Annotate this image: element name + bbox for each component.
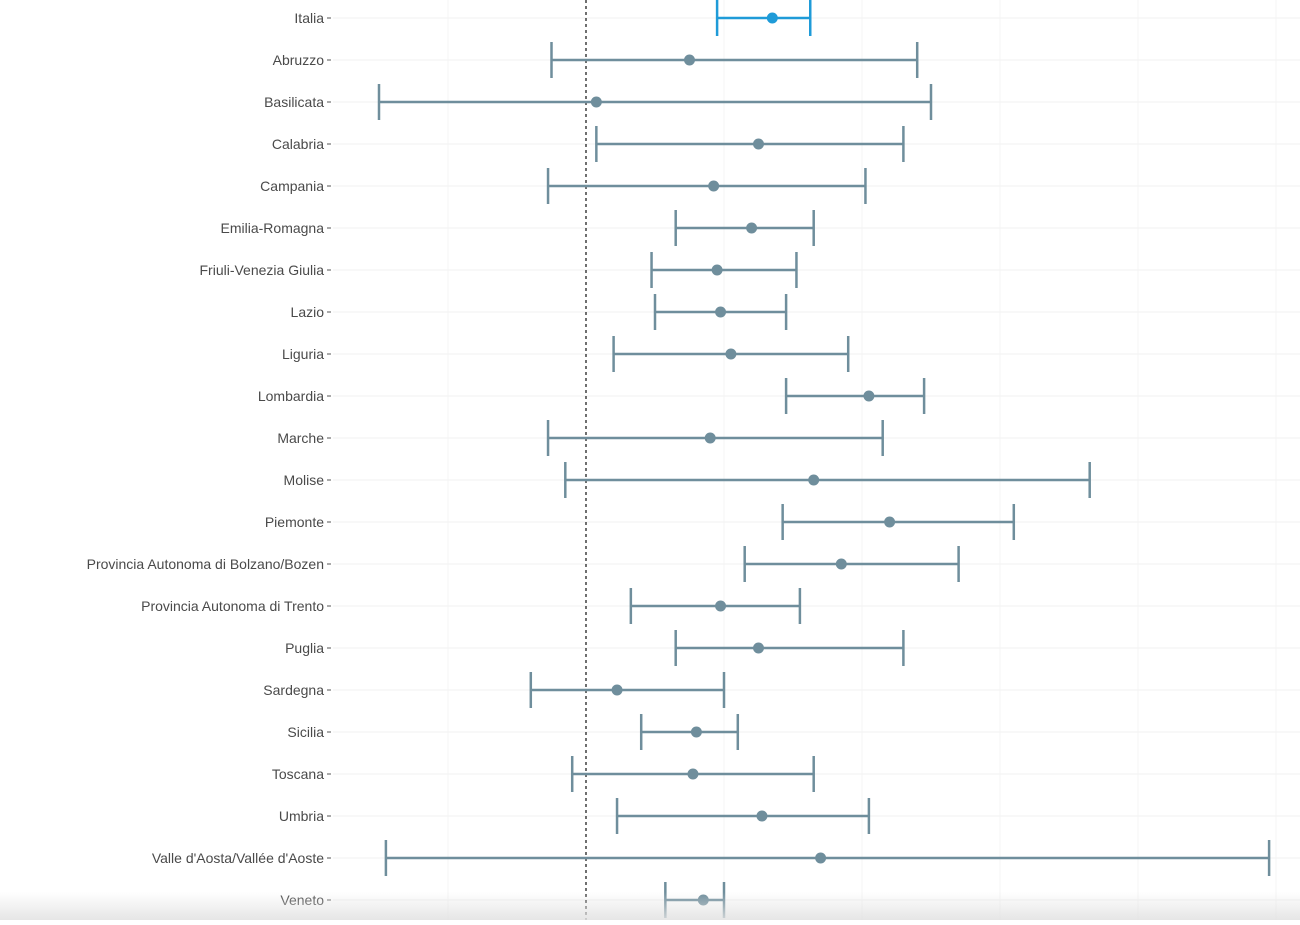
tick-label: Piemonte [265,514,324,530]
point-estimate [684,54,695,66]
tick-label: Toscana [272,766,324,782]
tick-label: Friuli-Venezia Giulia [200,262,325,278]
point-estimate [715,306,727,318]
tick-label: Molise [284,472,325,488]
error-bar [650,252,798,288]
point-estimate [711,264,723,276]
error-bar [781,504,1016,540]
point-estimate [808,474,820,486]
point-estimate [704,432,716,444]
tick-label: Italia [294,10,324,26]
point-estimate [756,810,768,822]
tick-label: Lazio [291,304,325,320]
tick-label: Basilicata [264,94,324,110]
point-estimate [746,222,758,234]
error-bar [546,168,867,204]
tick-label: Umbria [279,808,324,824]
point-estimate [687,768,699,780]
error-bar [595,126,905,162]
point-estimate [590,96,602,108]
error-bar [615,798,871,834]
point-estimate [753,642,764,654]
tick-label: Lombardia [258,388,324,404]
error-bar [674,210,815,246]
point-estimate [611,684,623,696]
error-bar [529,672,726,708]
error-bar [674,630,905,666]
y-axis-labels: Italia Abruzzo Basilicata Calabria Campania E… [87,10,331,908]
tick-label: Puglia [285,640,324,656]
error-bar [612,336,850,372]
error-bar [546,420,884,456]
error-bar [384,840,1271,876]
error-bar [550,42,919,78]
tick-label: Provincia Autonoma di Trento [141,598,324,614]
error-bar [377,84,933,120]
point-estimate [715,600,727,612]
tick-label: Liguria [282,346,324,362]
point-estimate [766,12,778,24]
point-estimate [708,180,720,192]
point-estimate [725,348,737,360]
tick-label: Veneto [280,892,324,908]
error-bar [629,588,802,624]
error-bar [715,0,812,36]
tick-label: Sardegna [263,682,324,698]
tick-label: Sicilia [287,724,324,740]
tick-label: Emilia-Romagna [221,220,325,236]
grid [333,0,1300,920]
error-bar [564,462,1091,498]
error-bar [570,756,815,792]
tick-label: Marche [277,430,324,446]
point-estimate [753,138,764,150]
error-bar [743,546,960,582]
tick-label: Valle d'Aosta/Vallée d'Aoste [152,850,324,866]
error-bar [639,714,740,750]
tick-label: Campania [260,178,324,194]
point-estimate [690,726,702,738]
tick-label: Calabria [272,136,324,152]
tick-label: Provincia Autonoma di Bolzano/Bozen [87,556,324,572]
point-estimate [815,852,827,864]
point-estimate [863,390,875,402]
tick-label: Abruzzo [273,52,325,68]
error-bar [653,294,788,330]
error-bar [664,882,726,918]
error-bar [784,378,926,414]
point-estimate [697,894,709,906]
point-estimate [884,516,896,528]
error-bars [377,0,1271,918]
point-estimate [835,558,847,570]
